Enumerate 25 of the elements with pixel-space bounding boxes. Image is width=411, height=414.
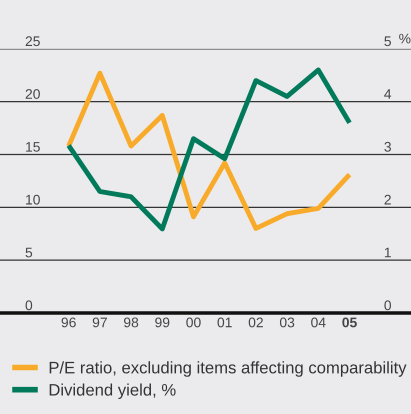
x-tick-label: 01: [218, 318, 232, 328]
y-tick-label: 15: [26, 142, 40, 152]
legend-label: P/E ratio, excluding items affecting comparability: [50, 361, 407, 377]
y-tick-label: 25: [26, 36, 40, 46]
y-tick-label: 10: [26, 194, 40, 205]
x-tick-label: 98: [124, 318, 138, 328]
x-tick-label: 99: [155, 318, 170, 328]
y2-tick-label: 1: [384, 248, 391, 258]
y-tick-label: 5: [26, 248, 32, 258]
x-tick-label: 00: [186, 318, 201, 328]
y2-tick-label: 2: [384, 194, 391, 204]
x-tick-label: 04: [311, 318, 326, 328]
y-tick-label: 20: [26, 89, 40, 99]
y2-axis-title: %: [399, 34, 411, 44]
y2-tick-label: 0: [384, 300, 392, 310]
x-tick-label: 05: [342, 318, 357, 328]
x-tick-label: 97: [92, 318, 107, 328]
x-tick-label: 02: [248, 318, 263, 328]
y2-tick-label: 3: [384, 142, 391, 152]
y2-tick-label: 4: [384, 89, 392, 99]
legend-label: Dividend yield, %: [50, 383, 176, 399]
y2-tick-label: 5: [384, 36, 391, 46]
x-tick-label: 96: [62, 318, 76, 328]
x-tick-label: 03: [280, 318, 294, 328]
y-tick-label: 0: [26, 300, 32, 310]
